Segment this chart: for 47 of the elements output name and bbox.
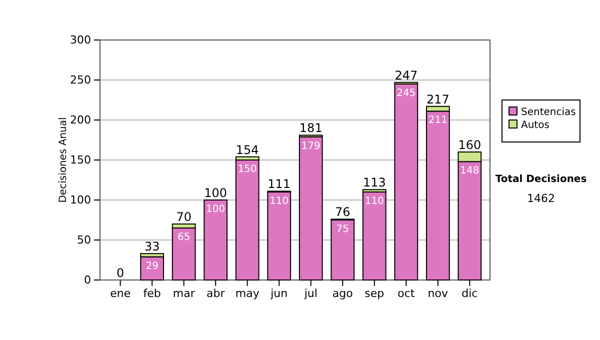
x-tick-label: abr (206, 286, 226, 300)
total-label: 33 (144, 240, 160, 254)
x-tick-label: ene (110, 286, 131, 300)
x-tick-label: oct (398, 286, 416, 300)
total-label: 217 (426, 92, 450, 106)
x-tick-label: nov (428, 286, 449, 300)
total-label: 181 (299, 121, 322, 136)
data-label: 100 (206, 204, 226, 215)
x-tick-label: ago (332, 286, 354, 300)
x-tick-label: jul (303, 286, 318, 300)
y-tick-label: 300 (70, 34, 91, 47)
total-label: 111 (268, 177, 291, 192)
data-label: 179 (301, 140, 320, 152)
x-tick-label: may (235, 286, 260, 300)
x-tick-label: sep (364, 286, 384, 300)
data-label: 110 (364, 196, 384, 207)
total-label: 70 (176, 210, 192, 224)
legend-label: Autos (521, 120, 550, 131)
data-label: 245 (396, 88, 416, 99)
y-tick-label: 50 (77, 234, 91, 247)
total-label: 113 (362, 176, 386, 190)
total-label: 76 (335, 205, 350, 220)
data-label: 211 (428, 115, 448, 126)
text: 1462 (527, 192, 555, 205)
total-label: 247 (394, 68, 418, 82)
data-label: 110 (270, 196, 289, 207)
y-tick-label: 100 (70, 194, 91, 207)
data-label: 75 (336, 224, 350, 235)
total-label: 0 (116, 266, 124, 280)
y-axis-title: Decisiones Anual (58, 117, 69, 203)
y-tick-label: 250 (70, 74, 91, 87)
y-tick-label: 0 (84, 274, 91, 287)
y-tick-label: 150 (70, 154, 91, 167)
total-label: 100 (204, 186, 228, 200)
text: Total Decisiones (495, 174, 587, 185)
y-tick-label: 200 (70, 114, 91, 127)
data-label: 65 (177, 232, 190, 243)
data-label: 29 (146, 260, 158, 272)
data-label: 150 (238, 164, 257, 175)
total-label: 154 (236, 142, 259, 157)
x-tick-label: mar (172, 286, 196, 300)
x-tick-label: dic (462, 286, 478, 300)
x-tick-label: jun (270, 286, 288, 300)
legend-label: Sentencias (521, 107, 576, 118)
total-label: 160 (458, 138, 482, 152)
x-tick-label: feb (143, 286, 161, 300)
data-label: 148 (460, 166, 480, 177)
